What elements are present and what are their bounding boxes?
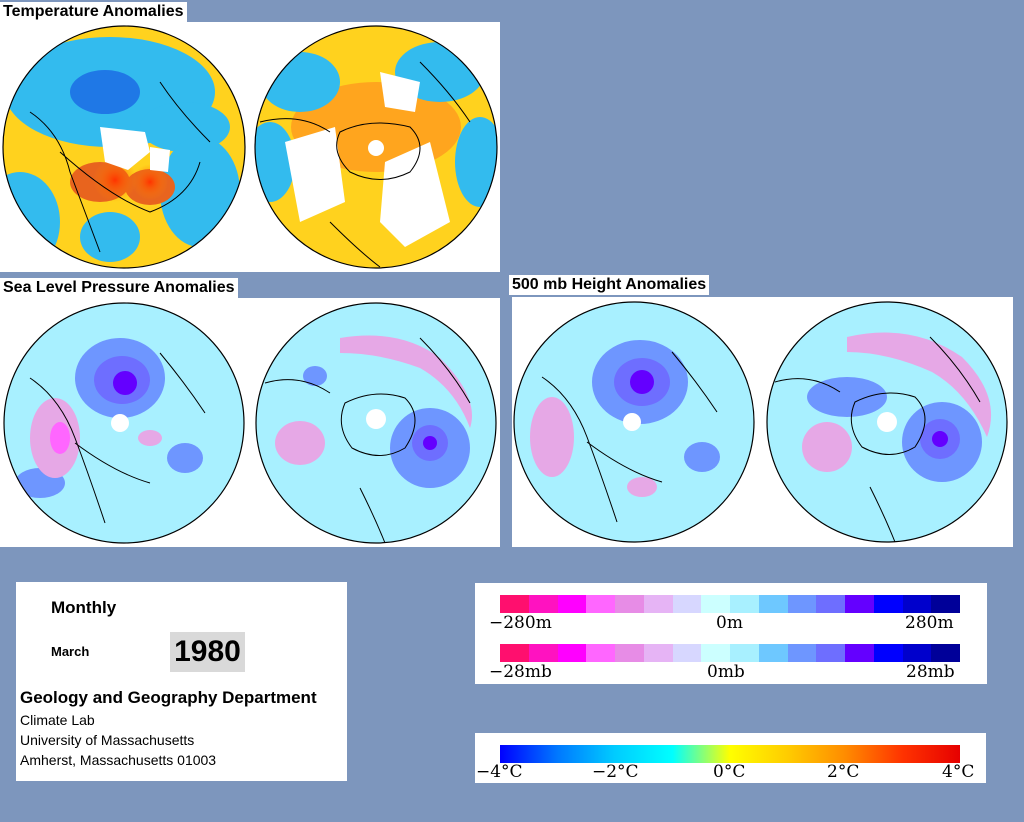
legend-swatch [816, 595, 845, 613]
legend-swatch [528, 644, 558, 662]
legend-swatch [701, 595, 730, 613]
info-box: Monthly March 1980 Geology and Geography… [16, 582, 347, 781]
legend-swatch [730, 644, 759, 662]
legend-swatch [758, 644, 788, 662]
height-title: 500 mb Height Anomalies [509, 275, 710, 295]
legend-swatch [873, 644, 903, 662]
legend-swatch [730, 595, 759, 613]
height-min-label: −280m [489, 613, 552, 633]
temperature-globe-north [3, 26, 245, 268]
legend-swatch [787, 644, 817, 662]
legend-swatch [845, 644, 874, 662]
temperature-globe-south [255, 26, 497, 268]
temperature-tick-label: −2°C [592, 762, 639, 782]
height-color-bar [500, 595, 960, 613]
legend-swatch [643, 644, 673, 662]
affiliation-line: Amherst, Massachusetts 01003 [20, 752, 217, 768]
temperature-tick-label: 0°C [713, 762, 746, 782]
temperature-tick-label: 2°C [827, 762, 860, 782]
pressure-mid-label: 0mb [707, 662, 745, 682]
anomaly-legend-box: −280m 0m 280m −28mb 0mb 28mb [475, 583, 987, 684]
legend-swatch [902, 595, 932, 613]
slp-globe-south [256, 303, 496, 543]
legend-swatch [816, 644, 845, 662]
legend-swatch [672, 595, 702, 613]
height-globe-south [767, 302, 1007, 542]
temperature-title: Temperature Anomalies [0, 2, 187, 22]
department-label: Geology and Geography Department [20, 688, 317, 707]
slp-panel [0, 298, 500, 547]
pressure-color-bar [500, 644, 960, 662]
pressure-min-label: −28mb [489, 662, 552, 682]
height-mid-label: 0m [716, 613, 743, 633]
legend-swatch [500, 644, 529, 662]
legend-swatch [643, 595, 673, 613]
pressure-max-label: 28mb [906, 662, 955, 682]
legend-swatch [787, 595, 817, 613]
legend-swatch [500, 595, 529, 613]
temperature-panel [0, 22, 500, 272]
height-globe-north [514, 302, 754, 542]
period-label: Monthly [51, 598, 117, 617]
temperature-tick-label: 4°C [942, 762, 975, 782]
legend-swatch [931, 595, 960, 613]
legend-swatch [557, 644, 587, 662]
legend-swatch [845, 595, 874, 613]
legend-swatch [902, 644, 932, 662]
legend-swatch [615, 595, 644, 613]
slp-title: Sea Level Pressure Anomalies [0, 278, 238, 298]
slp-globe-north [4, 303, 244, 543]
affiliation-line: Climate Lab [20, 712, 95, 728]
year-label: 1980 [170, 632, 245, 672]
legend-swatch [931, 644, 960, 662]
legend-swatch [557, 595, 587, 613]
legend-swatch [758, 595, 788, 613]
legend-swatch [586, 644, 615, 662]
legend-swatch [672, 644, 702, 662]
temperature-tick-label: −4°C [476, 762, 523, 782]
temperature-legend-box: −4°C −2°C 0°C 2°C 4°C [475, 733, 986, 783]
height-panel [512, 297, 1013, 547]
legend-swatch [615, 644, 644, 662]
legend-swatch [873, 595, 903, 613]
month-label: March [51, 644, 90, 659]
height-max-label: 280m [905, 613, 954, 633]
temperature-color-bar [500, 745, 960, 763]
legend-swatch [701, 644, 730, 662]
legend-swatch [586, 595, 615, 613]
legend-swatch [528, 595, 558, 613]
affiliation-line: University of Massachusetts [20, 732, 195, 748]
